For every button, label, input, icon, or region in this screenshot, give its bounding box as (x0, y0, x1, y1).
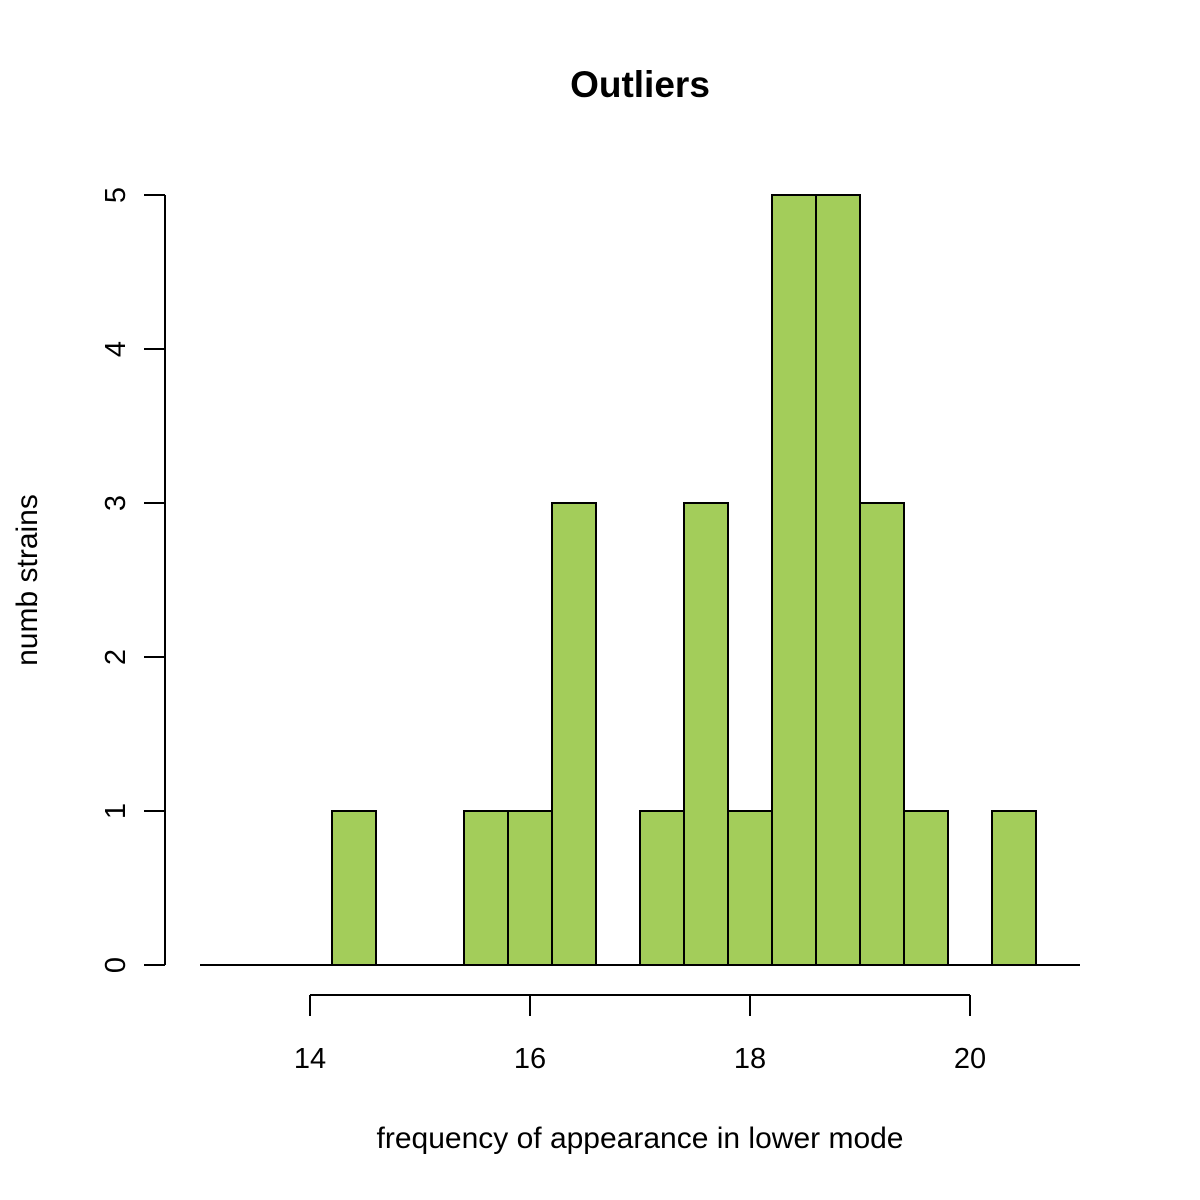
histogram-bar (551, 502, 597, 966)
x-axis: 14 16 18 20 (294, 994, 986, 1075)
histogram-bar (859, 502, 905, 966)
x-tick-label: 14 (294, 1043, 326, 1075)
histogram-bar (463, 810, 509, 966)
bars-group (331, 194, 1037, 966)
histogram-bar (727, 810, 773, 966)
histogram-bar (683, 502, 729, 966)
histogram-bar (815, 194, 861, 966)
x-tick-label: 20 (954, 1043, 986, 1075)
y-tick-label: 2 (100, 649, 132, 665)
y-tick-label: 3 (100, 495, 132, 511)
histogram-bar (771, 194, 817, 966)
y-tick-label: 0 (100, 957, 132, 973)
histogram-bar (991, 810, 1037, 966)
y-tick-label: 5 (100, 187, 132, 203)
y-tick-label: 4 (100, 341, 132, 357)
histogram-bar (639, 810, 685, 966)
histogram-bar (507, 810, 553, 966)
y-axis-label: numb strains (11, 494, 44, 666)
histogram-bar (331, 810, 377, 966)
chart-title: Outliers (570, 64, 710, 105)
y-tick-label: 1 (100, 803, 132, 819)
y-axis: 0 1 2 3 4 5 (100, 187, 166, 973)
x-axis-label: frequency of appearance in lower mode (377, 1122, 904, 1155)
x-tick-label: 16 (514, 1043, 546, 1075)
x-tick-label: 18 (734, 1043, 766, 1075)
histogram-bar (903, 810, 949, 966)
